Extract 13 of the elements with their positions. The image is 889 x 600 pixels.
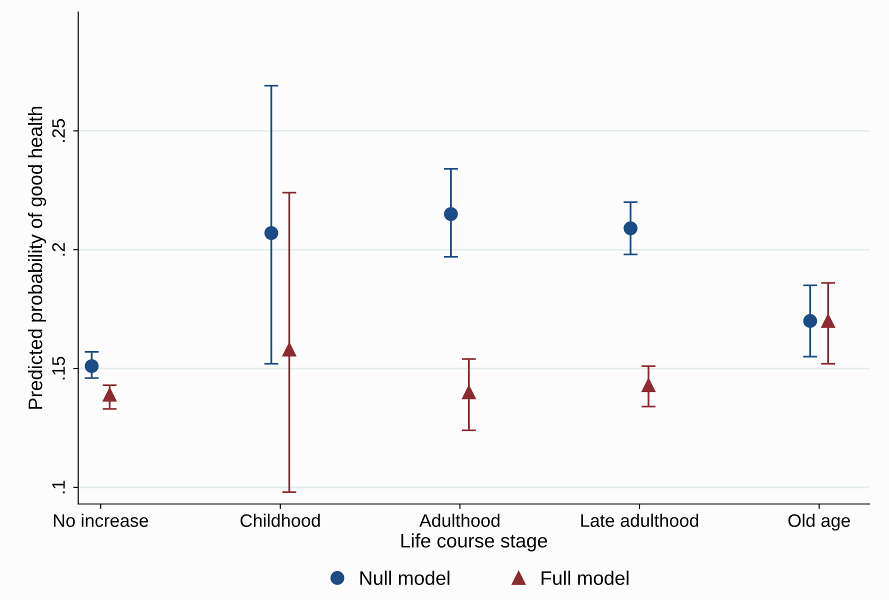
- y-tick-label: .25: [52, 119, 65, 142]
- x-tick-label: Adulthood: [419, 514, 500, 527]
- y-axis-title: Predicted probability of good health: [28, 106, 46, 409]
- legend-label: Full model: [542, 570, 628, 585]
- y-tick-label: .15: [52, 356, 65, 380]
- x-tick-label: Childhood: [240, 514, 320, 527]
- x-tick-label: No increase: [54, 514, 148, 527]
- legend-label: Null model: [360, 570, 450, 585]
- y-tick-label: .1: [52, 480, 65, 494]
- y-tick-label: .2: [52, 243, 65, 256]
- x-axis-title: Life course stage: [401, 533, 548, 552]
- x-tick-label: Late adulthood: [581, 514, 698, 527]
- x-tick-label: Old age: [788, 514, 850, 531]
